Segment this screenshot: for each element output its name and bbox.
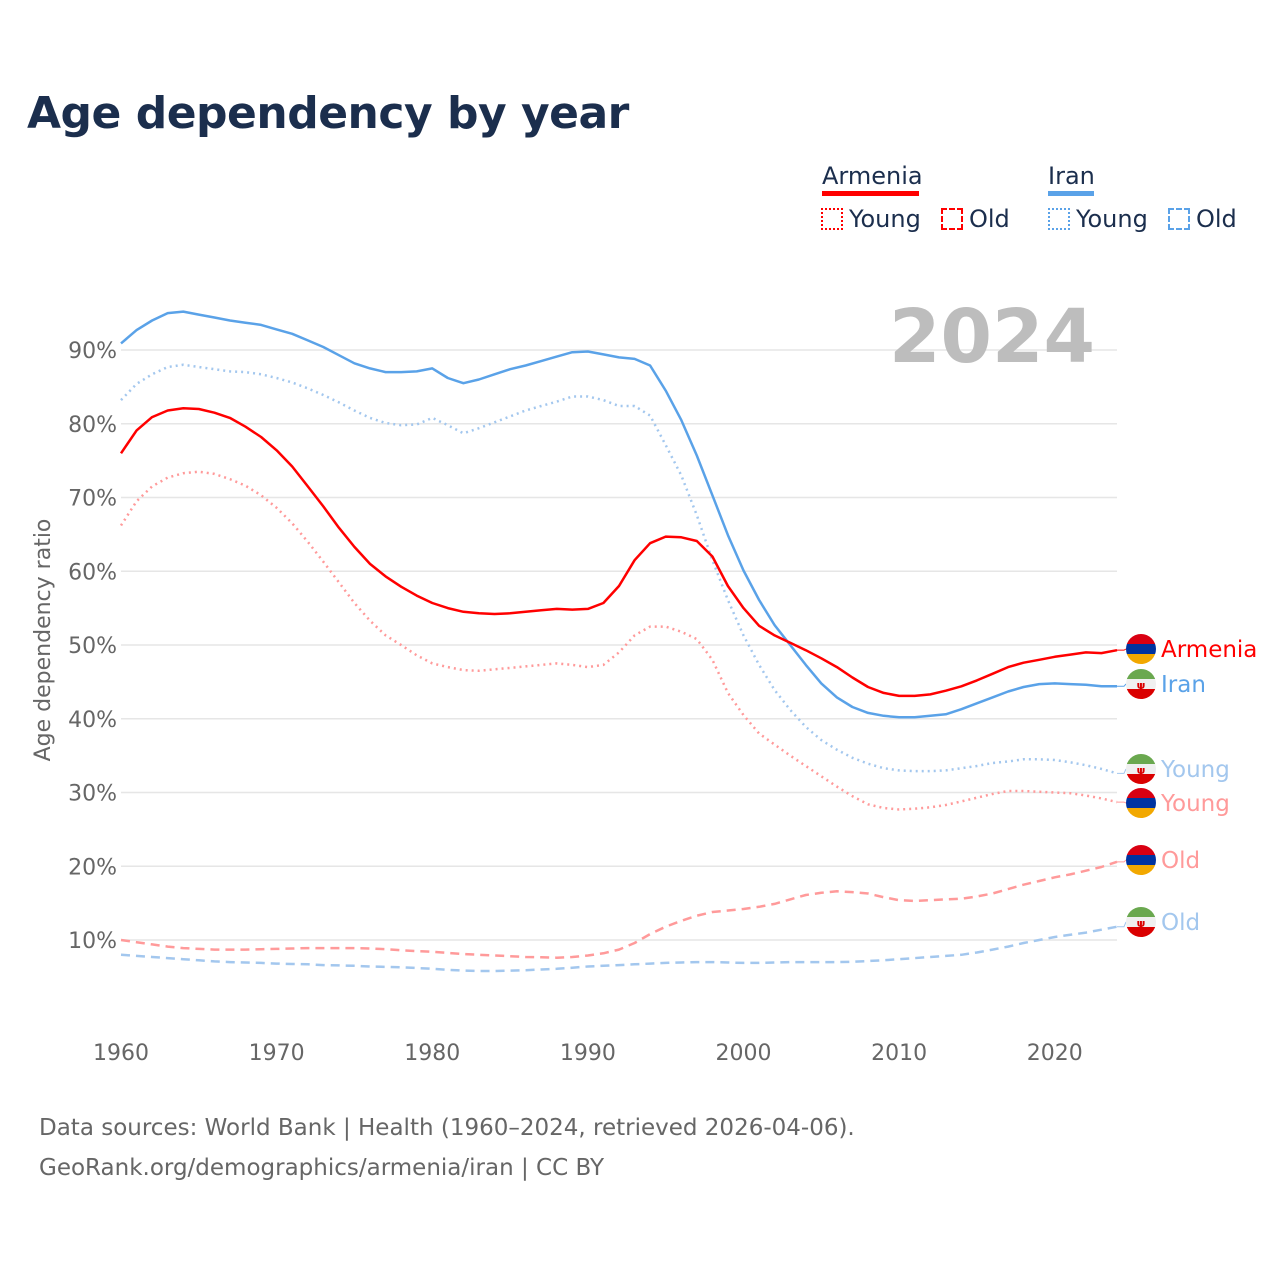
y-tick-label: 20% <box>68 855 117 880</box>
y-tick-label: 10% <box>68 929 117 954</box>
y-tick-label: 80% <box>68 413 117 438</box>
legend-iran[interactable]: Iran <box>1048 162 1095 198</box>
x-tick-label: 1980 <box>404 1041 460 1066</box>
series-line-armenia-old[interactable] <box>120 860 1118 959</box>
x-tick-label: 2000 <box>716 1041 772 1066</box>
dashed-swatch-icon <box>941 208 963 230</box>
end-label: Iran <box>1161 672 1206 698</box>
legend-iran-swatch <box>1048 191 1094 196</box>
x-tick-label: 2010 <box>871 1041 927 1066</box>
y-tick-label: 40% <box>68 708 117 733</box>
legend-label: Old <box>1196 205 1237 233</box>
end-connector <box>1117 648 1127 651</box>
legend-iran-old[interactable]: Old <box>1168 205 1237 233</box>
svg-text:ψ: ψ <box>1137 764 1146 777</box>
source-line: Data sources: World Bank | Health (1960–… <box>39 1115 855 1141</box>
end-label: Armenia <box>1161 637 1257 663</box>
legend-armenia-label: Armenia <box>822 162 923 190</box>
end-connector <box>1117 921 1127 928</box>
current-year-label: 2024 <box>889 294 1095 380</box>
legend-label: Old <box>969 205 1010 233</box>
armenia-flag-icon <box>1126 634 1156 664</box>
end-label: Old <box>1161 910 1200 936</box>
end-connector <box>1117 683 1127 687</box>
y-tick-label: 50% <box>68 634 117 659</box>
series-line-iran[interactable] <box>120 310 1117 719</box>
legend-iran-label: Iran <box>1048 162 1095 190</box>
iran-flag-icon: ψ <box>1126 907 1156 937</box>
series-line-iran-young[interactable] <box>120 363 1118 775</box>
y-tick-label: 30% <box>68 782 117 807</box>
y-tick-label: 60% <box>68 560 117 585</box>
svg-text:ψ: ψ <box>1137 917 1146 930</box>
chart-title: Age dependency by year <box>27 88 629 139</box>
legend-armenia-swatch <box>822 191 919 196</box>
iran-flag-icon: ψ <box>1126 754 1156 784</box>
legend-armenia-young[interactable]: Young <box>821 205 921 233</box>
y-tick-label: 70% <box>68 487 117 512</box>
x-tick-label: 1960 <box>93 1041 149 1066</box>
x-tick-label: 2020 <box>1027 1041 1083 1066</box>
end-connector <box>1117 801 1127 804</box>
series-line-iran-old[interactable] <box>120 925 1118 973</box>
source-link[interactable]: GeoRank.org/demographics/armenia/iran | … <box>39 1155 605 1181</box>
legend-iran-young[interactable]: Young <box>1048 205 1148 233</box>
source-note: Data sources: World Bank | Health (1960–… <box>39 1108 855 1188</box>
end-label: Old <box>1161 848 1200 874</box>
legend-armenia-old[interactable]: Old <box>941 205 1010 233</box>
x-tick-label: 1990 <box>560 1041 616 1066</box>
dotted-swatch-icon <box>821 208 843 230</box>
legend-armenia[interactable]: Armenia <box>822 162 923 198</box>
armenia-flag-icon <box>1126 845 1156 875</box>
iran-flag-icon: ψ <box>1126 669 1156 699</box>
end-connector <box>1117 859 1127 863</box>
end-label: Young <box>1160 757 1230 783</box>
series-line-armenia-young[interactable] <box>119 470 1118 811</box>
legend-label: Young <box>1076 205 1148 233</box>
dashed-swatch-icon <box>1168 208 1190 230</box>
end-label: Young <box>1160 791 1230 817</box>
x-tick-label: 1970 <box>249 1041 305 1066</box>
armenia-flag-icon <box>1126 788 1156 818</box>
dotted-swatch-icon <box>1048 208 1070 230</box>
legend-label: Young <box>849 205 921 233</box>
y-tick-label: 90% <box>68 339 117 364</box>
svg-text:ψ: ψ <box>1137 679 1146 692</box>
y-axis-label: Age dependency ratio <box>31 519 56 762</box>
end-connector <box>1117 768 1127 774</box>
series-line-armenia[interactable] <box>119 407 1118 698</box>
